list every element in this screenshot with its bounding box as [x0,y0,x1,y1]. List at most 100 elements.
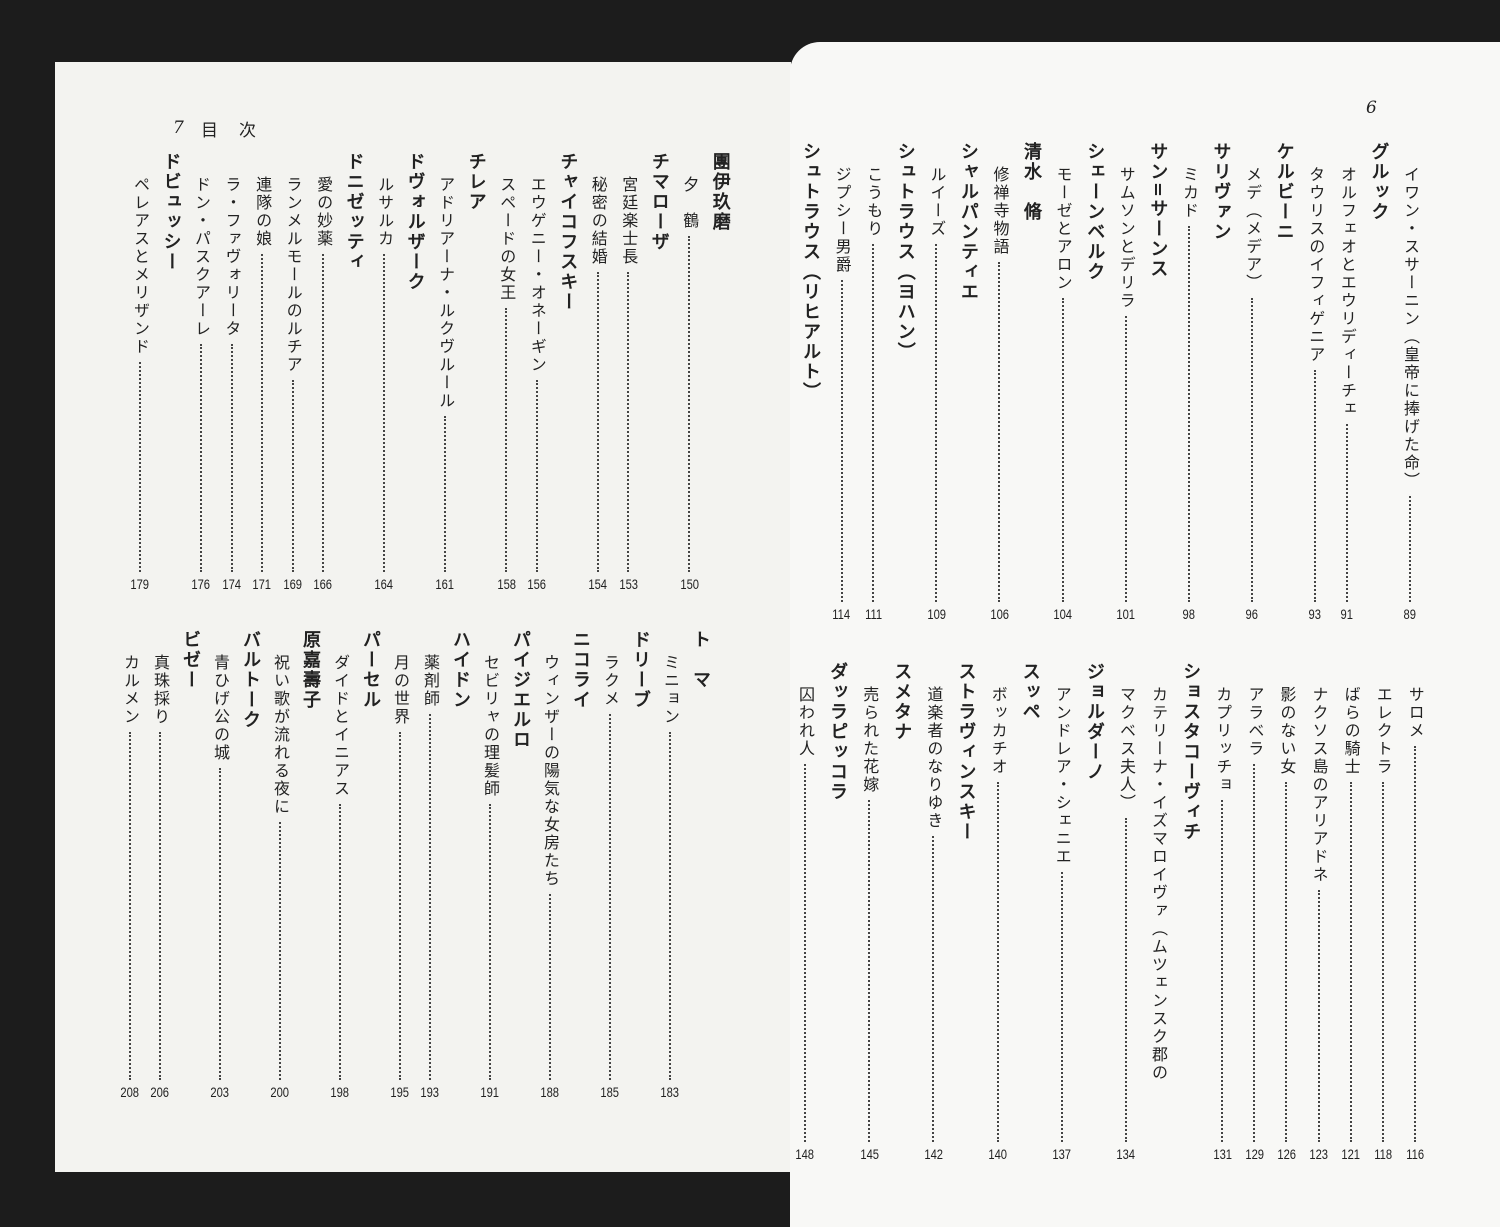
composer-name: シュトラウス（リヒアルト） [800,142,821,402]
dot-leader [1381,782,1384,1142]
work-title: アドリアーナ・ルクヴルール [436,176,456,410]
composer-heading: パーセル [355,630,385,1100]
dot-leader [1061,298,1064,602]
toc-entry: 薬剤師 193 [415,630,445,1100]
work-title: サロメ [1405,686,1425,740]
composer-name: スメタナ [891,662,913,742]
toc-entry: 青ひげ公の城 203 [205,630,235,1100]
page-ref: 153 [618,576,638,592]
toc-entry: 真珠採り 206 [145,630,175,1100]
page-ref: 148 [795,1146,815,1162]
toc-entry: ダイドとイニアス 198 [325,630,355,1100]
dot-leader [688,236,691,572]
work-title: モーゼとアロン [1053,166,1073,292]
work-title: 影のない女 [1277,686,1297,776]
page-ref: 104 [1053,606,1072,622]
composer-heading: ニコライ [565,630,595,1100]
composer-name: 團伊玖磨 [709,152,731,232]
dot-leader [1221,800,1224,1142]
toc-entry: アドリアーナ・ルクヴルール 161 [430,152,460,592]
composer-heading: ケルビーニ [1269,142,1299,622]
dot-leader [998,262,1001,602]
toc-entry: 売られた花嫁 145 [854,662,884,1162]
composer-heading: チャイコフスキー [552,152,582,592]
dot-leader [932,836,935,1142]
work-title: オルフェオとエウリディーチェ [1337,166,1357,418]
dot-leader [399,732,401,1080]
toc-entry: ペレアスとメリザンド 179 [125,152,155,592]
page-ref: 183 [660,1084,680,1100]
page-ref: 129 [1244,1146,1264,1162]
composer-heading: スメタナ [886,662,916,1162]
page-ref: 158 [496,576,516,592]
page-ref: 179 [130,576,150,592]
composer-name: ドビュッシー [160,152,182,272]
toc-entry: 祝い歌が流れる夜に 200 [265,630,295,1100]
page-ref: 109 [926,606,946,622]
toc-entry: 夕 鶴 150 [674,152,704,592]
dot-leader [935,244,938,602]
composer-heading: チマローザ [644,152,674,592]
work-title: ジプシー男爵 [832,166,852,274]
dot-leader [1314,370,1317,602]
composer-name: シェーンベルク [1084,142,1106,282]
composer-name: チャイコフスキー [557,152,579,312]
work-title: ミカド [1179,166,1199,220]
toc-section-upper: イワン・スサーニン（皇帝に捧げた命） 89 グルック オルフェオとエウリディーチェ 91… [795,142,1425,622]
work-title: 宮廷楽士長 [619,176,639,266]
work-title: ダイドとイニアス [331,654,350,798]
composer-heading: ダッラピッコラ [822,662,852,1162]
composer-heading: ストラヴィンスキー [950,662,980,1162]
toc-entry: セビリャの理髪師 191 [475,630,505,1100]
composer-name: 清水 脩 [1021,142,1043,222]
work-title: スペードの女王 [497,176,517,302]
composer-name: パイジエルロ [510,630,531,750]
work-title: タウリスのイフィゲニア [1306,166,1326,364]
toc-entry: 囚われ人 148 [790,662,820,1162]
work-title: アラベラ [1245,686,1265,758]
page-ref: 169 [283,576,302,592]
dot-leader [872,244,875,602]
page-ref: 118 [1373,1146,1392,1162]
toc-entry: サムソンとデリラ 101 [1111,142,1141,622]
toc-entry: スペードの女王 158 [491,152,521,592]
work-title: ラ・ファヴォリータ [222,176,242,338]
dot-leader [868,800,871,1142]
toc-entry: 連隊の娘 171 [247,152,277,592]
dot-leader [1345,424,1348,602]
page-ref: 93 [1309,606,1322,622]
toc-entry: カプリッチョ 131 [1207,662,1237,1162]
composer-heading: シュトラウス（ヨハン） [890,142,920,622]
page-ref: 166 [313,576,333,592]
composer-name: ジョルダーノ [1083,662,1105,782]
toc-entry: タウリスのイフィゲニア 93 [1300,142,1330,622]
work-title: ミニョン [661,654,680,726]
work-title: ラクメ [601,654,620,708]
composer-heading: 清水 脩 [1016,142,1046,622]
page-ref: 195 [390,1084,410,1100]
work-title: ボッカチオ [988,686,1008,776]
composer-heading: サン=サーンス [1142,142,1172,622]
composer-name: ケルビーニ [1273,142,1295,242]
dot-leader [1253,764,1256,1142]
page-ref: 164 [374,576,394,592]
page-ref: 98 [1182,606,1196,622]
composer-name: シャルパンティエ [957,142,979,302]
work-title: 月の世界 [391,654,410,726]
dot-leader [840,280,843,602]
toc-entry: 愛の妙薬 166 [308,152,338,592]
work-title: サムソンとデリラ [1116,166,1136,310]
work-title: メデ（メデア） [1243,166,1263,292]
dot-leader [139,362,141,572]
dot-leader [261,254,264,572]
toc-section-upper: 團伊玖磨夕 鶴 150 チマローザ 宮廷楽士長 153 秘密の結婚 154 チャイコフスキーエ… [125,152,735,592]
dot-leader [1124,316,1127,602]
toc-entry: ルイーズ 109 [921,142,951,622]
work-title: エレクトラ [1373,686,1393,776]
dot-leader [804,764,806,1142]
composer-name: パーセル [360,630,381,710]
work-title: 売られた花嫁 [860,686,880,794]
toc-entry: 月の世界 195 [385,630,415,1100]
page-ref: 114 [832,606,851,622]
page-ref: 203 [210,1084,230,1100]
